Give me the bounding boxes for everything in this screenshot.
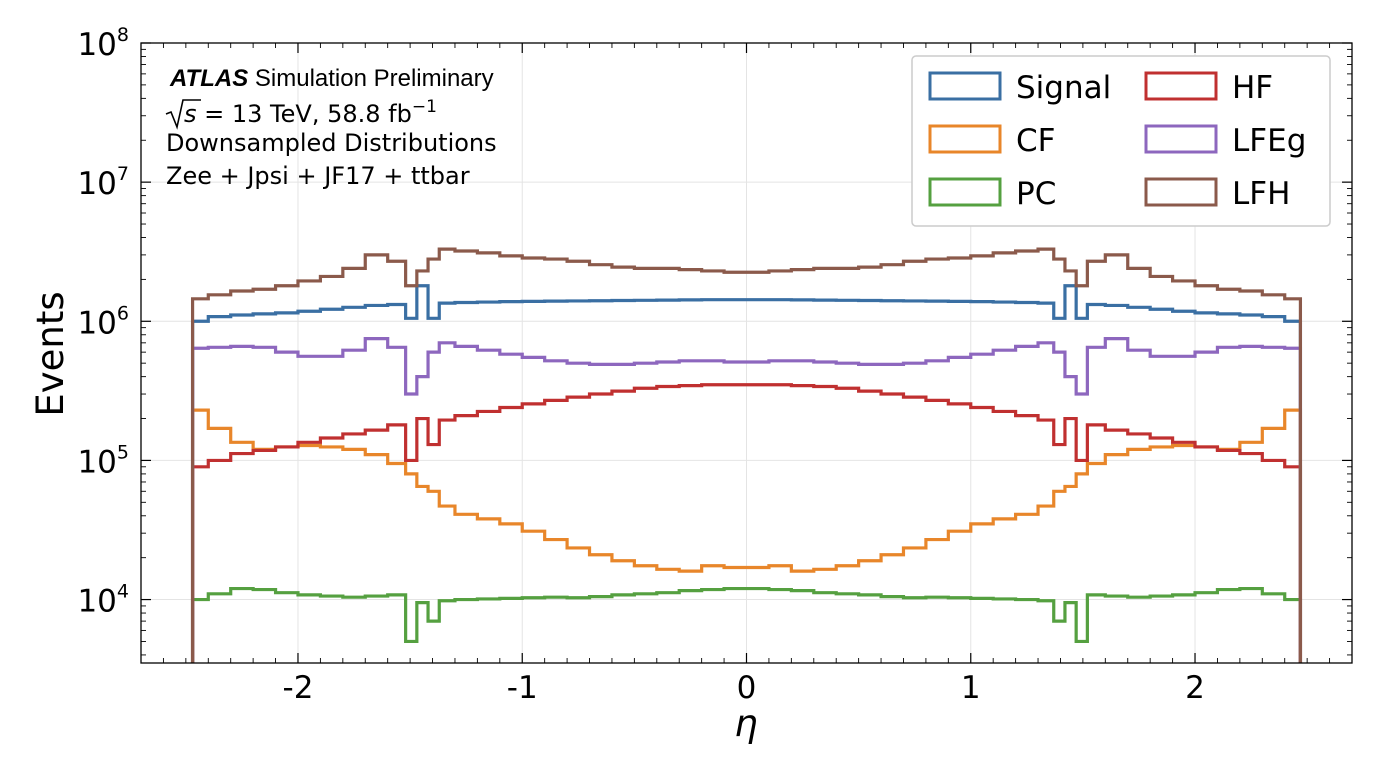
legend-label: HF	[1232, 70, 1273, 106]
legend-item-lfh: LFH	[1144, 176, 1290, 212]
legend-item-signal: Signal	[928, 70, 1111, 106]
series-line-cf	[190, 408, 1303, 663]
legend-item-lfeg: LFEg	[1144, 123, 1306, 159]
legend-label: PC	[1016, 176, 1056, 212]
x-tick-label: 0	[737, 670, 757, 706]
series-line-hf	[190, 383, 1303, 663]
sqrt-symbol	[165, 99, 201, 130]
y-tick-label: 107	[77, 163, 129, 202]
legend-swatch	[928, 124, 1002, 154]
x-axis-label: η	[734, 702, 757, 745]
y-tick-label: 108	[77, 24, 129, 63]
legend-swatch	[1144, 71, 1218, 101]
y-axis-label: Events	[29, 291, 72, 416]
legend-item-pc: PC	[928, 176, 1056, 212]
legend-swatch	[1144, 177, 1218, 207]
legend: Signal CF PC HF LFEg LFH	[911, 55, 1331, 227]
energy-lumi: s = 13 TeV, 58.8 fb−1	[184, 97, 437, 128]
series-line-lfeg	[190, 337, 1303, 663]
x-tick-label: 2	[1185, 670, 1205, 706]
atlas-annotation: ATLAS Simulation Preliminary s = 13 TeV,…	[165, 65, 497, 190]
legend-swatch	[928, 71, 1002, 101]
x-tick-label: -2	[283, 670, 314, 706]
series-line-lfh	[190, 247, 1303, 663]
y-tick-labels: 104 105 106 107 108	[77, 24, 129, 620]
legend-item-hf: HF	[1144, 70, 1273, 106]
series-line-pc	[190, 586, 1303, 663]
legend-swatch	[928, 177, 1002, 207]
atlas-label: ATLAS Simulation Preliminary	[169, 65, 494, 92]
series-layer	[190, 247, 1303, 663]
y-tick-label: 104	[77, 581, 129, 620]
legend-box	[911, 55, 1331, 227]
legend-label: CF	[1016, 123, 1055, 159]
x-tick-label: -1	[507, 670, 538, 706]
legend-swatch	[1144, 124, 1218, 154]
ticks	[140, 42, 1353, 663]
legend-item-cf: CF	[928, 123, 1055, 159]
samples-label: Zee + Jpsi + JF17 + ttbar	[166, 162, 470, 190]
x-tick-labels: -2 -1 0 1 2	[283, 670, 1205, 706]
series-line-signal	[190, 284, 1303, 663]
legend-label: LFH	[1232, 176, 1290, 212]
legend-label: LFEg	[1232, 123, 1306, 159]
y-tick-label: 106	[77, 302, 129, 341]
x-tick-label: 1	[961, 670, 981, 706]
legend-label: Signal	[1016, 70, 1111, 106]
y-tick-label: 105	[77, 441, 129, 480]
downsampled-label: Downsampled Distributions	[166, 129, 497, 157]
